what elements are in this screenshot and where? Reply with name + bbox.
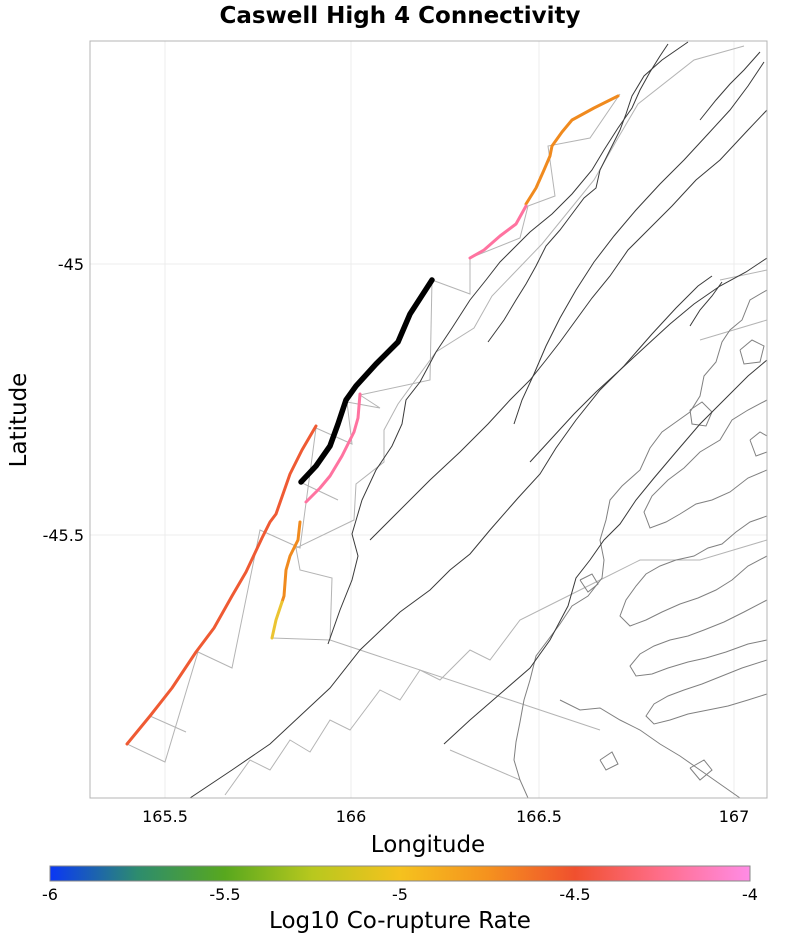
co-rupture-section [304, 392, 362, 504]
co-rupture-sections [125, 94, 620, 746]
co-rupture-section [468, 204, 528, 260]
fault-trace-1 [189, 275, 713, 798]
ytick-45.5: -45.5 [43, 526, 84, 545]
colorbar-tick-minus4: -4 [742, 885, 758, 904]
fault-trace-3 [369, 109, 767, 541]
coastline-island-4 [579, 573, 599, 593]
subsection-outlines [126, 45, 767, 796]
xtick-166.5: 166.5 [516, 807, 562, 826]
outline-fan-west [126, 93, 621, 763]
gridlines [90, 41, 767, 798]
outline-lower [224, 539, 767, 796]
coastline-main [513, 289, 767, 798]
fault-trace-9 [699, 51, 761, 121]
map-title: Caswell High 4 Connectivity [219, 3, 581, 29]
xtick-167: 167 [719, 807, 750, 826]
co-rupture-section [125, 424, 318, 746]
fault-trace-2 [327, 43, 669, 645]
co-rupture-section [280, 520, 302, 604]
coastline-inlet-2 [619, 515, 767, 627]
fault-trace-5 [513, 61, 765, 425]
coastline-inlet-3 [629, 599, 767, 677]
coastline-island-2 [739, 339, 765, 365]
xtick-166: 166 [336, 807, 367, 826]
colorbar [49, 865, 751, 882]
coastline-island-3 [689, 401, 713, 427]
coastline-island-1 [749, 431, 767, 457]
co-rupture-section [270, 600, 284, 640]
coastline-island-6 [599, 751, 619, 771]
coastline-island-5 [689, 759, 713, 781]
y-axis-label: Latitude [6, 373, 32, 468]
colorbar-tick-minus5.5: -5.5 [209, 885, 241, 904]
ytick-45: -45 [58, 255, 84, 274]
target-rupture-caswell-high-4 [298, 277, 435, 485]
x-axis-label: Longitude [371, 832, 485, 858]
colorbar-tick-minus4.5: -4.5 [559, 885, 591, 904]
xtick-165.5: 165.5 [142, 807, 188, 826]
colorbar-tick-minus6: -6 [42, 885, 58, 904]
colorbar-label: Log10 Co-rupture Rate [269, 908, 531, 934]
outline-box-east [699, 269, 767, 341]
fault-traces [189, 41, 767, 798]
fault-trace-6 [529, 257, 767, 463]
coastline-south [559, 699, 741, 798]
map-panel-border [89, 40, 768, 799]
outline-long-1 [329, 639, 601, 731]
fault-trace-4 [443, 359, 767, 745]
fault-trace-7 [487, 41, 689, 343]
coastline [513, 289, 767, 798]
outline-long-2 [449, 749, 521, 781]
co-rupture-section [524, 94, 620, 206]
colorbar-tick-minus5: -5 [392, 885, 408, 904]
outline-block-a [271, 45, 745, 641]
outline-rungs-1 [149, 715, 187, 733]
coastline-inlet-4 [645, 659, 767, 725]
fault-trace-8 [689, 281, 723, 327]
coastline-inlet-1 [643, 399, 767, 529]
